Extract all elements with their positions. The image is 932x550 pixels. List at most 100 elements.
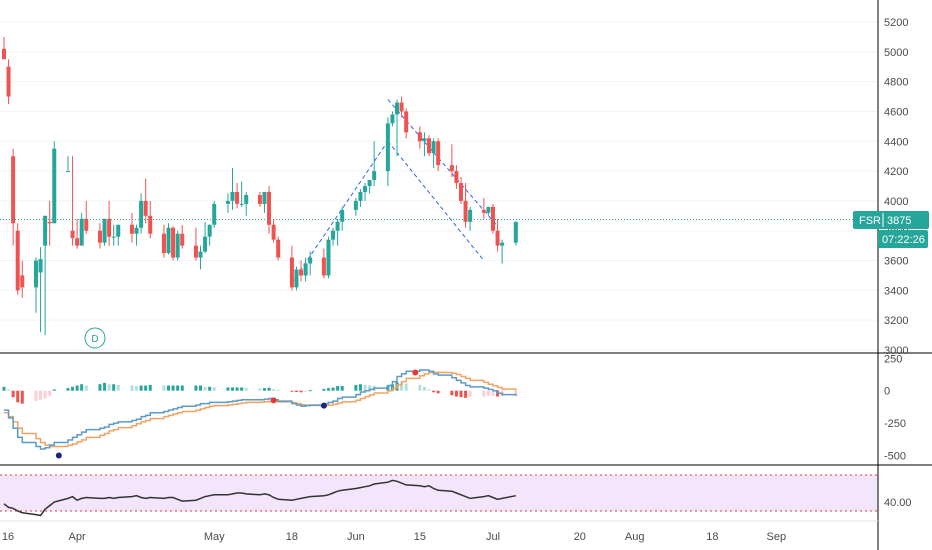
bar-countdown: 07:22:26 — [882, 234, 925, 246]
candle-body — [454, 171, 459, 184]
candle-body — [449, 165, 454, 172]
macd-histogram-bar — [48, 390, 52, 396]
candle-body — [326, 239, 331, 276]
macd-pane — [2, 369, 518, 459]
candle-body — [427, 138, 432, 154]
date-tick-label: 18 — [706, 531, 718, 543]
candle-body — [65, 171, 70, 173]
candle-body — [107, 218, 112, 237]
candle-body — [353, 200, 358, 210]
macd-histogram-bar — [235, 387, 239, 391]
macd-histogram-bar — [103, 382, 107, 391]
macd-histogram-bar — [304, 390, 308, 392]
macd-histogram-bar — [244, 388, 248, 391]
candle-body — [139, 200, 144, 228]
price-tick-label: 4400 — [884, 136, 908, 148]
price-tick-label: 3000 — [884, 345, 908, 357]
macd-histogram-bar — [418, 384, 422, 391]
macd-histogram-bar — [427, 389, 431, 391]
candle-body — [116, 224, 121, 237]
macd-histogram-bar — [272, 389, 276, 391]
macd-histogram-bar — [450, 390, 454, 396]
candle-body — [331, 230, 336, 240]
macd-histogram-bar — [71, 386, 75, 391]
macd-histogram-bar — [162, 385, 166, 391]
macd-histogram-bar — [34, 390, 38, 402]
date-tick-label: May — [204, 531, 225, 543]
macd-histogram-bar — [98, 384, 102, 391]
macd-histogram-bar — [400, 382, 404, 391]
macd-histogram-bar — [144, 385, 148, 391]
trend-lines[interactable] — [291, 99, 498, 284]
price-tick-label: 3200 — [884, 315, 908, 327]
macd-histogram-bar — [262, 388, 266, 391]
price-tick-label: 5200 — [884, 17, 908, 29]
candle-body — [47, 221, 52, 224]
rsi-tick-label: 40.00 — [884, 497, 912, 509]
candle-body — [244, 194, 249, 204]
macd-histogram-bar — [299, 390, 303, 393]
macd-tick-label: 0 — [884, 386, 890, 398]
macd-histogram-bar — [326, 388, 330, 391]
dividend-marker[interactable]: D — [84, 327, 106, 349]
macd-histogram-bar — [84, 385, 88, 391]
price-tick-label: 3600 — [884, 256, 908, 268]
candle-body — [143, 200, 148, 216]
macd-histogram-bar — [135, 386, 139, 391]
macd-signal-line — [4, 371, 517, 448]
macd-histogram-bar — [294, 390, 298, 392]
macd-histogram-bar — [199, 385, 203, 391]
macd-histogram-bar — [176, 385, 180, 391]
macd-histogram-bar — [180, 385, 184, 391]
rsi-axis: 40.00 — [884, 497, 912, 509]
candle-body — [262, 191, 267, 204]
macd-histogram-bar — [322, 388, 326, 391]
trend-line[interactable] — [291, 140, 389, 284]
candle-body — [276, 239, 281, 258]
macd-histogram-bar — [66, 388, 70, 391]
macd-histogram-bar — [432, 390, 436, 393]
candle-body — [20, 275, 25, 288]
macd-histogram-bar — [7, 389, 11, 391]
macd-histogram-bar — [368, 385, 372, 391]
candle-body — [500, 242, 505, 246]
candle-body — [161, 233, 166, 254]
date-tick-label: Sep — [767, 531, 787, 543]
macd-histogram-bar — [148, 384, 152, 391]
candle-body — [75, 238, 80, 246]
candle-body — [399, 102, 404, 112]
macd-tick-label: 250 — [884, 353, 902, 365]
trend-line[interactable] — [387, 140, 485, 261]
candle-body — [303, 263, 308, 276]
macd-histogram-bar — [267, 387, 271, 391]
macd-tick-label: -250 — [884, 418, 906, 430]
date-tick-label: Jun — [347, 531, 365, 543]
date-tick-label: Jul — [486, 531, 500, 543]
candle-body — [486, 206, 491, 213]
candle-body — [148, 215, 153, 234]
macd-histogram-bar — [226, 387, 230, 391]
macd-histogram-bar — [363, 384, 367, 391]
price-tick-label: 3400 — [884, 285, 908, 297]
macd-histogram-bar — [454, 390, 458, 397]
macd-histogram-bar — [331, 387, 335, 391]
candle-body — [481, 209, 486, 213]
last-price-label: 3875 — [887, 215, 911, 227]
macd-histogram-bar — [20, 390, 24, 404]
macd-histogram-bar — [11, 390, 15, 398]
price-axis[interactable]: 3000320034003600380040004200440046004800… — [884, 17, 908, 357]
macd-axis: 250 0 -250 -500 — [884, 353, 906, 462]
macd-cross-marker — [412, 369, 419, 376]
grid — [0, 21, 878, 351]
candle-body — [308, 257, 313, 264]
candle-body — [257, 194, 262, 204]
date-axis[interactable]: 16 Apr May 18 Jun 15 Jul 20 Aug 18 Sep — [2, 531, 786, 543]
candle-body — [367, 180, 372, 186]
price-tick-label: 5000 — [884, 47, 908, 59]
date-tick-label: 18 — [286, 531, 298, 543]
macd-histogram-bar — [107, 384, 111, 391]
candle-body — [225, 200, 230, 204]
price-tick-label: 4000 — [884, 196, 908, 208]
candle-body — [97, 230, 102, 243]
